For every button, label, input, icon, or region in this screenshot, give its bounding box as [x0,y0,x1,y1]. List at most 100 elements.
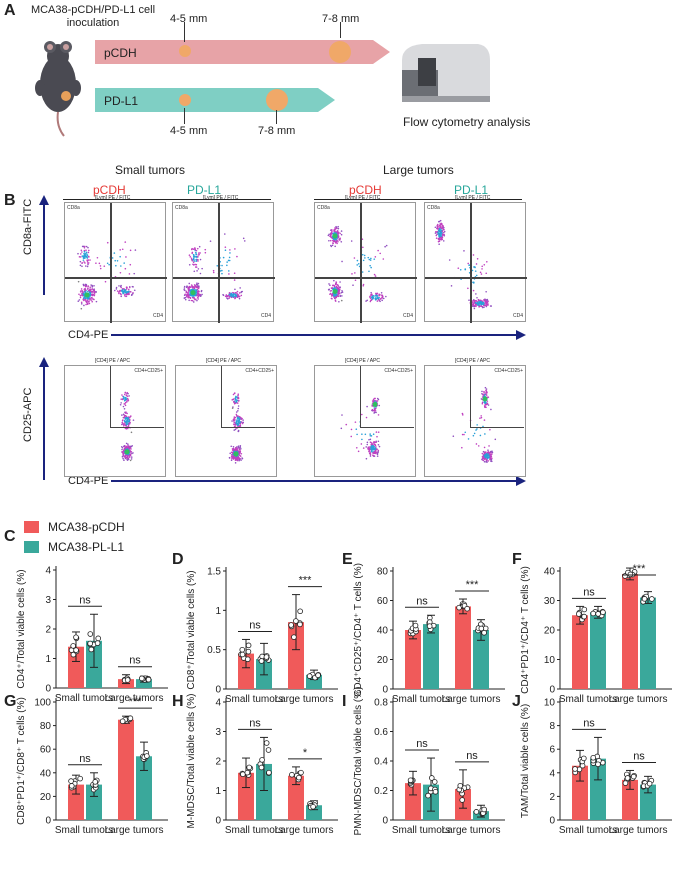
x-group-label: Large tumors [609,694,668,705]
data-point [144,753,150,759]
data-point [266,769,272,776]
data-point [265,747,272,753]
y-tick-label: 0.2 [374,786,388,797]
data-point [239,651,246,658]
large-tumor-icon [329,41,351,63]
data-point [407,777,414,784]
data-point [88,646,95,653]
data-point [245,642,252,649]
y-axis-label: M-MDSC/Total viable cells (%) [186,693,197,828]
legend-swatch-pcdh [24,521,39,533]
pdl1-row-label: PD-L1 [104,94,139,108]
data-point [464,605,470,612]
small-tumor-icon [179,45,191,57]
y-tick-label: 0.6 [374,727,388,738]
significance-label: *** [633,563,647,575]
cond-pcdh-small: pCDH [93,183,126,197]
bar [640,597,656,689]
data-point [145,676,152,683]
data-point [306,673,313,679]
bar [405,783,421,820]
facs-scatter [452,386,497,463]
y-tick-label: 0 [549,816,555,827]
data-point [297,608,303,615]
bar [590,612,606,689]
y-tick-label: 40 [40,768,52,779]
x-group-label: Large tumors [609,825,668,836]
data-point [73,647,79,653]
y-tick-label: 6 [549,745,555,756]
data-point [94,640,101,646]
significance-label: *** [299,575,313,587]
y-tick-label: 3 [215,727,221,738]
row2-x-axis-label: CD4-PE [68,475,109,487]
y-axis-label: TAM/Total viable cells (%) [520,704,531,818]
y-tick-label: 40 [544,567,556,578]
x-group-label: Large tumors [275,694,334,705]
quadrant-label: CD4+CD25+ [245,368,274,374]
pcdh-arrow [95,40,390,64]
legend-label-pcdh: MCA38-pCDH [48,520,125,534]
data-point [627,571,634,578]
y-tick-label: 3 [45,595,51,606]
significance-label: ns [249,717,261,729]
bar [405,630,421,689]
data-point [95,635,102,642]
small-tumor-icon [179,94,191,106]
data-point [298,769,304,776]
x-group-label: Large tumors [442,825,501,836]
data-point [581,613,587,620]
panel-a-letter: A [4,2,16,19]
y-tick-label: 40 [377,626,389,637]
legend-label-pdl1: MCA38-PL-L1 [48,540,125,554]
bar [86,784,102,820]
inoculation-label: MCA38-pCDH/PD-L1 cell inoculation [30,4,156,29]
data-point [288,622,294,628]
data-point [87,640,93,647]
y-tick-label: 1.5 [207,567,221,578]
quadrant-label: CD4 [152,313,163,319]
bar [238,772,254,820]
bar [256,763,272,820]
legend-swatch-pdl1 [24,541,39,553]
data-point [590,610,597,617]
data-point [649,596,655,602]
bar [136,756,152,820]
data-point [432,789,439,795]
y-tick-label: 4 [549,768,555,779]
cond-pcdh-large: pCDH [349,183,382,197]
facs-plot: [CD4] PE / APC CD4+CD25+ [314,358,416,477]
bar [640,784,656,820]
data-point [459,797,465,803]
data-point [263,740,270,746]
bar [590,758,606,820]
panel-letter: H [172,693,184,710]
pdl1-late-size: 7-8 mm [258,125,296,137]
data-point [258,764,265,771]
y-tick-label: 0 [382,816,388,827]
panel-letter: G [4,693,16,710]
significance-label: ns [416,738,428,750]
y-axis-label: CD4⁺CD25⁺/CD4⁺ T cells (%) [353,563,364,697]
facs-plot-title: [Lym] PE / FITC [203,195,239,201]
gate-line [315,277,417,280]
data-point [259,757,265,763]
significance-label: ns [79,753,91,765]
data-point [245,648,252,655]
x-group-label: Small tumors [55,693,113,704]
pcdh-late-size: 7-8 mm [322,13,360,25]
significance-label: *** [466,579,480,591]
data-point [127,715,134,722]
data-point [481,806,487,813]
row1-x-axis-label: CD4-PE [68,329,109,341]
bar [423,624,439,689]
panel-letter: F [512,551,522,568]
y-tick-label: 4 [215,698,221,709]
significance-label: *** [129,696,143,708]
quadrant-label: CD4+CD25+ [384,368,413,374]
facs-scatter [434,219,493,310]
panel-letter: E [342,551,353,568]
gate-line [110,203,112,323]
facs-plot-title: [CD4] PE / APC [95,358,131,364]
quadrant-label: CD4 [402,313,413,319]
